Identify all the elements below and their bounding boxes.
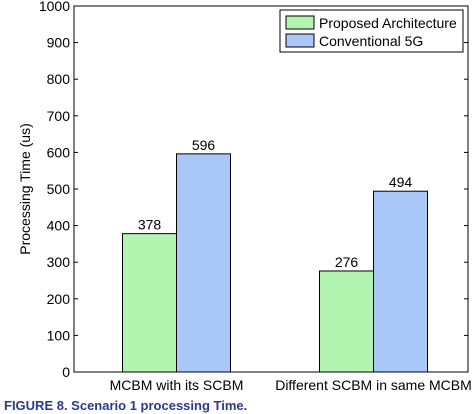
legend-swatch [285, 33, 315, 48]
y-tick-label: 500 [47, 181, 71, 197]
data-label: 596 [192, 137, 216, 153]
x-axis: MCBM with its SCBM Different SCBM in same… [110, 377, 472, 393]
bar-conventional [373, 190, 428, 373]
y-axis-title: Processing Time (us) [17, 123, 33, 254]
data-label: 494 [389, 174, 413, 190]
data-label: 276 [335, 254, 359, 270]
figure-caption: FIGURE 8. Scenario 1 processing Time. [4, 398, 248, 413]
y-tick-label: 0 [62, 364, 70, 380]
y-tick-label: 300 [47, 254, 71, 270]
bars-group [122, 153, 428, 373]
data-labels-group: 378 596 276 494 [138, 137, 413, 270]
bar-conventional [176, 153, 231, 373]
y-tick-label: 1000 [39, 0, 70, 14]
legend-label: Proposed Architecture [319, 15, 457, 31]
x-category-label: Different SCBM in same MCBM [275, 377, 472, 393]
y-tick-label: 900 [47, 35, 71, 51]
y-axis: 0 100 200 300 400 500 600 700 800 900 1000 [39, 0, 468, 380]
y-tick-label: 600 [47, 144, 71, 160]
bar-proposed [122, 233, 177, 373]
legend: Proposed Architecture Conventional 5G [279, 9, 464, 53]
y-tick-label: 200 [47, 291, 71, 307]
legend-swatch [285, 15, 315, 30]
data-label: 378 [138, 217, 162, 233]
y-tick-label: 400 [47, 218, 71, 234]
y-tick-label: 800 [47, 71, 71, 87]
legend-label: Conventional 5G [319, 33, 423, 49]
y-tick-label: 100 [47, 327, 71, 343]
bar-proposed [319, 270, 374, 373]
x-category-label: MCBM with its SCBM [110, 377, 244, 393]
y-tick-label: 700 [47, 108, 71, 124]
